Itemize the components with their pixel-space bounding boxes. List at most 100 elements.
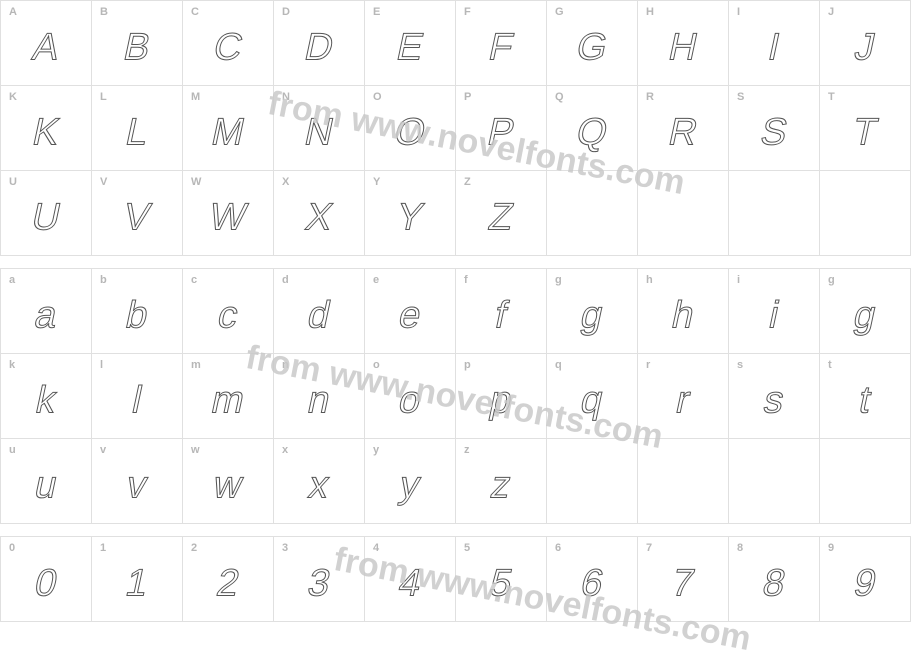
glyph-cell: gg <box>547 269 638 354</box>
glyph-cell: vv <box>92 439 183 524</box>
section-gap <box>0 256 911 268</box>
glyph: k <box>32 380 60 423</box>
glyph-cell: AA <box>1 1 92 86</box>
glyph-cell: WW <box>183 171 274 256</box>
glyph-section-digits: 00112233445566778899 <box>0 536 911 622</box>
glyph: X <box>302 197 336 240</box>
glyph: H <box>665 27 702 70</box>
glyph: I <box>764 27 784 70</box>
key-label: 0 <box>9 542 15 554</box>
glyph-cell: TT <box>820 86 911 171</box>
glyph: y <box>396 465 424 508</box>
glyph: D <box>301 27 338 70</box>
glyph-cell-empty <box>638 439 729 524</box>
glyph-cell: RR <box>638 86 729 171</box>
key-label: T <box>828 91 835 103</box>
glyph-cell: SS <box>729 86 820 171</box>
glyph-cell: UU <box>1 171 92 256</box>
glyph: P <box>484 112 518 155</box>
glyph-section-uppercase: AABBCCDDEEFFGGHHIIJJKKLLMMNNOOPPQQRRSSTT… <box>0 0 911 256</box>
key-label: Y <box>373 176 380 188</box>
key-label: h <box>646 274 653 286</box>
glyph-cell: QQ <box>547 86 638 171</box>
key-label: t <box>828 359 832 371</box>
key-label: 9 <box>828 542 834 554</box>
key-label: P <box>464 91 471 103</box>
key-label: 8 <box>737 542 743 554</box>
key-label: o <box>373 359 380 371</box>
font-glyph-grid: AABBCCDDEEFFGGHHIIJJKKLLMMNNOOPPQQRRSSTT… <box>0 0 911 622</box>
glyph-cell: 55 <box>456 537 547 622</box>
glyph: r <box>672 380 694 423</box>
key-label: e <box>373 274 379 286</box>
glyph: u <box>31 465 61 508</box>
key-label: k <box>9 359 15 371</box>
glyph: K <box>29 112 63 155</box>
glyph-cell: LL <box>92 86 183 171</box>
glyph-cell: cc <box>183 269 274 354</box>
glyph: Q <box>573 112 612 155</box>
key-label: G <box>555 6 564 18</box>
glyph-cell: dd <box>274 269 365 354</box>
glyph-cell: hh <box>638 269 729 354</box>
glyph: b <box>122 295 152 338</box>
glyph: M <box>208 112 249 155</box>
glyph: 2 <box>213 563 243 606</box>
glyph-cell: FF <box>456 1 547 86</box>
key-label: i <box>737 274 740 286</box>
key-label: r <box>646 359 650 371</box>
glyph-cell: JJ <box>820 1 911 86</box>
glyph: m <box>208 380 249 423</box>
key-label: F <box>464 6 471 18</box>
key-label: b <box>100 274 107 286</box>
key-label: 5 <box>464 542 470 554</box>
glyph-cell: oo <box>365 354 456 439</box>
glyph-cell: ll <box>92 354 183 439</box>
glyph-cell: HH <box>638 1 729 86</box>
glyph: 4 <box>395 563 425 606</box>
glyph: t <box>855 380 875 423</box>
key-label: p <box>464 359 471 371</box>
glyph: c <box>214 295 242 338</box>
glyph-cell: uu <box>1 439 92 524</box>
glyph-cell: EE <box>365 1 456 86</box>
glyph: g <box>577 295 607 338</box>
glyph-cell: OO <box>365 86 456 171</box>
glyph: a <box>31 295 61 338</box>
key-label: B <box>100 6 108 18</box>
key-label: f <box>464 274 468 286</box>
key-label: K <box>9 91 17 103</box>
glyph-cell: 33 <box>274 537 365 622</box>
glyph: s <box>760 380 788 423</box>
key-label: Z <box>464 176 471 188</box>
key-label: c <box>191 274 197 286</box>
glyph-cell: 11 <box>92 537 183 622</box>
glyph: 9 <box>850 563 880 606</box>
glyph: g <box>850 295 880 338</box>
glyph: S <box>757 112 791 155</box>
glyph-cell: YY <box>365 171 456 256</box>
glyph: Y <box>393 197 427 240</box>
glyph-cell-empty <box>547 171 638 256</box>
glyph-cell: zz <box>456 439 547 524</box>
glyph-cell: ZZ <box>456 171 547 256</box>
glyph-cell: 66 <box>547 537 638 622</box>
glyph: J <box>851 27 879 70</box>
glyph-cell: ee <box>365 269 456 354</box>
glyph-cell: rr <box>638 354 729 439</box>
key-label: R <box>646 91 654 103</box>
glyph: p <box>486 380 516 423</box>
glyph-cell-empty <box>729 171 820 256</box>
key-label: X <box>282 176 289 188</box>
glyph-cell: mm <box>183 354 274 439</box>
glyph-cell: 00 <box>1 537 92 622</box>
glyph-cell: NN <box>274 86 365 171</box>
glyph-cell: ss <box>729 354 820 439</box>
key-label: S <box>737 91 744 103</box>
glyph-section-lowercase: aabbccddeeffgghhiiggkkllmmnnooppqqrrsstt… <box>0 268 911 524</box>
glyph: W <box>205 197 250 240</box>
glyph-cell: KK <box>1 86 92 171</box>
glyph: G <box>573 27 612 70</box>
glyph-cell: CC <box>183 1 274 86</box>
glyph-cell: nn <box>274 354 365 439</box>
